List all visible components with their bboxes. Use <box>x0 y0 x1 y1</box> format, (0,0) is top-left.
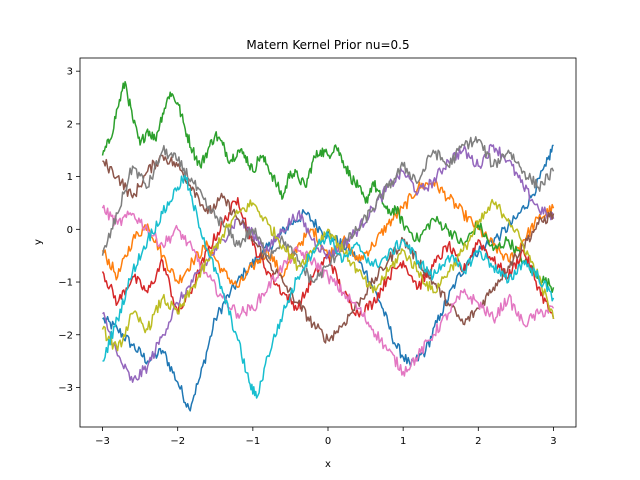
y-tick-label: 3 <box>67 67 73 78</box>
series-line-10 <box>102 175 555 399</box>
x-tick-label: −2 <box>170 436 185 447</box>
series-line-7 <box>101 204 555 377</box>
x-tick-label: −3 <box>95 436 110 447</box>
x-tick-label: 0 <box>325 436 331 447</box>
x-tick-label: 3 <box>550 436 556 447</box>
y-tick-label: −3 <box>58 383 73 394</box>
y-tick-label: −1 <box>58 278 73 289</box>
y-tick-label: 0 <box>67 225 73 236</box>
x-tick-label: −1 <box>245 436 260 447</box>
x-tick-label: 2 <box>475 436 481 447</box>
y-tick-label: 2 <box>67 119 73 130</box>
y-axis-ticks: −3 −2 −1 0 1 2 3 <box>58 67 80 394</box>
series-line-9 <box>101 198 555 352</box>
y-tick-label: −2 <box>58 330 73 341</box>
y-tick-label: 1 <box>67 172 73 183</box>
x-axis-label: x <box>325 459 331 470</box>
series-line-3 <box>101 80 555 293</box>
x-tick-label: 1 <box>400 436 406 447</box>
series-layer <box>101 80 555 412</box>
y-axis-label: y <box>33 239 44 245</box>
series-line-8 <box>101 136 555 283</box>
series-line-6 <box>102 154 555 344</box>
series-line-5 <box>102 143 555 383</box>
chart-title: Matern Kernel Prior nu=0.5 <box>246 38 409 52</box>
x-axis-ticks: −3 −2 −1 0 1 2 3 <box>95 427 557 447</box>
